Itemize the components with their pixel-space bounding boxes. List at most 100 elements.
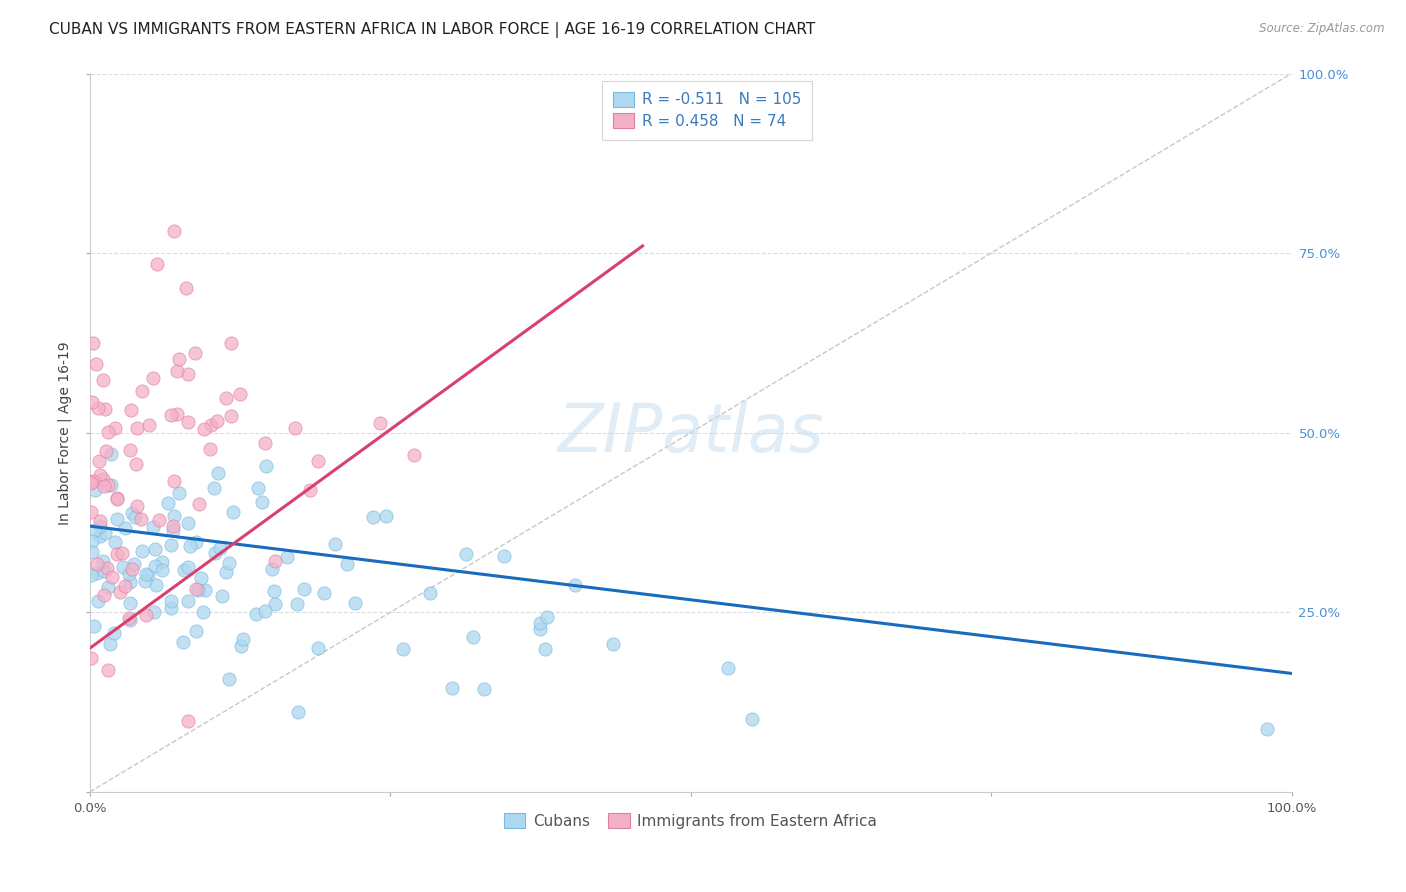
Point [163, 474, 186, 488]
Point [253, 436, 276, 450]
Text: ZIPatlas: ZIPatlas [557, 400, 824, 466]
Point [89, 454, 111, 468]
Point [89, 467, 111, 482]
Point [91, 472, 114, 486]
Point [87, 594, 110, 608]
Point [159, 601, 181, 615]
Point [191, 605, 214, 619]
Point [173, 563, 195, 577]
Point [167, 486, 190, 500]
Point [299, 483, 322, 497]
Point [368, 416, 391, 430]
Point [533, 641, 555, 656]
Point [136, 568, 159, 582]
Point [186, 624, 208, 639]
Point [80, 475, 103, 490]
Point [143, 558, 166, 573]
Point [179, 539, 201, 553]
Point [716, 661, 738, 675]
Point [94, 402, 117, 417]
Point [207, 466, 229, 480]
Point [564, 578, 586, 592]
Point [108, 585, 131, 599]
Point [177, 594, 200, 608]
Point [184, 535, 207, 549]
Point [391, 642, 413, 657]
Point [166, 408, 188, 422]
Point [344, 596, 367, 610]
Point [129, 511, 152, 525]
Point [472, 681, 495, 696]
Point [219, 409, 242, 423]
Point [138, 417, 160, 432]
Point [177, 367, 200, 381]
Point [100, 447, 122, 461]
Point [131, 384, 153, 398]
Point [118, 442, 141, 457]
Point [202, 481, 225, 495]
Point [194, 583, 217, 598]
Point [150, 563, 173, 577]
Text: Source: ZipAtlas.com: Source: ZipAtlas.com [1260, 22, 1385, 36]
Point [163, 508, 186, 523]
Point [82, 545, 104, 559]
Point [263, 584, 285, 599]
Point [215, 566, 238, 580]
Point [118, 574, 141, 589]
Point [193, 421, 215, 435]
Point [148, 513, 170, 527]
Point [127, 499, 149, 513]
Point [111, 560, 134, 574]
Point [205, 414, 228, 428]
Point [93, 588, 115, 602]
Point [84, 524, 107, 538]
Point [156, 496, 179, 510]
Point [262, 562, 284, 576]
Point [529, 615, 551, 630]
Point [114, 521, 136, 535]
Point [166, 364, 188, 378]
Point [228, 386, 250, 401]
Point [419, 586, 441, 600]
Legend: Cubans, Immigrants from Eastern Africa: Cubans, Immigrants from Eastern Africa [498, 807, 883, 835]
Point [135, 567, 157, 582]
Point [253, 604, 276, 618]
Point [287, 597, 309, 611]
Point [86, 558, 108, 572]
Point [375, 508, 398, 523]
Point [104, 535, 127, 549]
Point [121, 562, 143, 576]
Point [188, 497, 211, 511]
Point [209, 541, 232, 556]
Point [145, 578, 167, 592]
Point [200, 442, 222, 457]
Point [250, 495, 273, 509]
Point [104, 421, 127, 435]
Point [101, 570, 124, 584]
Point [120, 403, 142, 417]
Point [254, 458, 277, 473]
Point [200, 417, 222, 432]
Point [124, 557, 146, 571]
Point [80, 533, 103, 548]
Point [494, 549, 516, 563]
Point [80, 650, 103, 665]
Point [80, 475, 103, 489]
Point [87, 401, 110, 416]
Point [177, 560, 200, 574]
Point [307, 454, 329, 468]
Point [127, 421, 149, 435]
Point [177, 516, 200, 530]
Point [97, 477, 120, 491]
Point [91, 373, 114, 387]
Point [105, 547, 128, 561]
Point [167, 352, 190, 367]
Point [218, 672, 240, 686]
Point [105, 512, 128, 526]
Point [276, 549, 298, 564]
Point [96, 425, 118, 439]
Point [162, 519, 184, 533]
Point [98, 637, 121, 651]
Point [142, 371, 165, 385]
Point [80, 505, 103, 519]
